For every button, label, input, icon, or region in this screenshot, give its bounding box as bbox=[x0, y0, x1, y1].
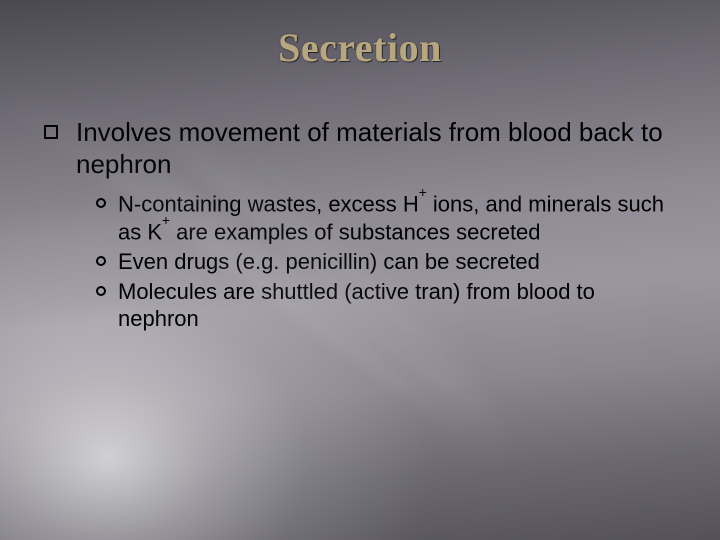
bullet-level2: N-containing wastes, excess H+ ions, and… bbox=[96, 190, 676, 246]
superscript: + bbox=[419, 185, 427, 200]
bullet-level2: Even drugs (e.g. penicillin) can be secr… bbox=[96, 248, 676, 276]
circle-bullet-icon bbox=[96, 286, 106, 296]
square-bullet-icon bbox=[44, 125, 58, 139]
bullet-text: Involves movement of materials from bloo… bbox=[76, 117, 676, 180]
bullet-text: Molecules are shuttled (active tran) fro… bbox=[118, 278, 676, 333]
slide: Secretion Involves movement of materials… bbox=[0, 0, 720, 540]
bullet-level1: Involves movement of materials from bloo… bbox=[44, 117, 676, 180]
circle-bullet-icon bbox=[96, 256, 106, 266]
text-run: are examples of substances secreted bbox=[170, 220, 541, 245]
slide-title: Secretion bbox=[44, 24, 676, 71]
bullet-text: Even drugs (e.g. penicillin) can be secr… bbox=[118, 248, 540, 276]
superscript: + bbox=[162, 213, 170, 228]
bullet-level2: Molecules are shuttled (active tran) fro… bbox=[96, 278, 676, 333]
sub-bullet-group: N-containing wastes, excess H+ ions, and… bbox=[96, 190, 676, 332]
circle-bullet-icon bbox=[96, 198, 106, 208]
slide-body: Involves movement of materials from bloo… bbox=[44, 117, 676, 333]
bullet-text: N-containing wastes, excess H+ ions, and… bbox=[118, 190, 676, 246]
